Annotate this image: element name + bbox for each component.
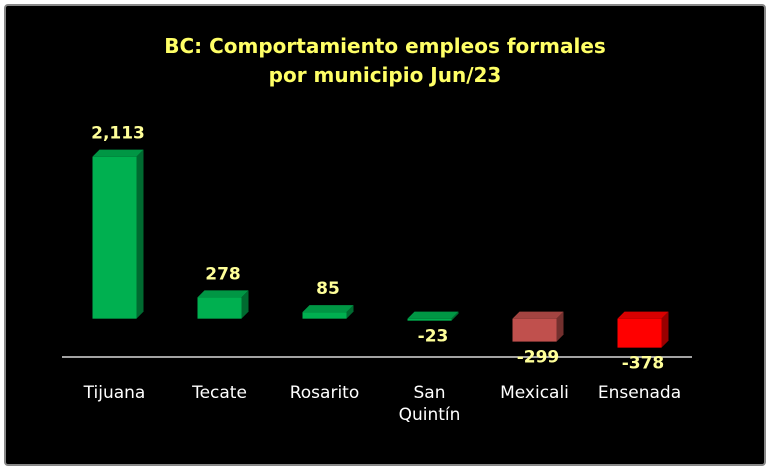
x-tick-label: Tijuana	[83, 383, 146, 403]
bar-side	[556, 311, 564, 342]
chart: BC: Comportamiento empleos formales por …	[4, 4, 766, 466]
x-tick-label: Mexicali	[500, 383, 569, 403]
value-label: 85	[316, 279, 340, 299]
value-label: 278	[205, 264, 241, 284]
value-label: 2,113	[91, 124, 145, 144]
bar-top	[92, 149, 144, 157]
bar-side	[241, 290, 249, 319]
chart-title: BC: Comportamiento empleos formales por …	[164, 34, 606, 87]
bar	[617, 318, 662, 348]
value-label: -299	[517, 348, 560, 368]
x-tick-label: Rosarito	[289, 383, 360, 403]
x-tick-label: Ensenada	[597, 383, 682, 403]
bar-side	[451, 311, 459, 321]
bar-side	[661, 311, 669, 348]
plot: 2,113 278 85 -23 -299 -378	[62, 124, 692, 374]
x-tick-label: Tecate	[192, 383, 247, 403]
bar	[512, 318, 557, 342]
value-label: -23	[418, 327, 449, 347]
bar	[302, 312, 347, 319]
bar-top	[407, 311, 459, 319]
bar	[197, 297, 242, 319]
bar-side	[346, 305, 354, 319]
bar-top	[617, 311, 669, 319]
bar	[407, 318, 452, 321]
bar	[92, 156, 137, 319]
bar-top	[302, 305, 354, 313]
value-label: -378	[622, 354, 665, 374]
x-tick-label: San Quintín	[398, 383, 461, 425]
bar-side	[136, 149, 144, 319]
bar-top	[512, 311, 564, 319]
bar-top	[197, 290, 249, 298]
